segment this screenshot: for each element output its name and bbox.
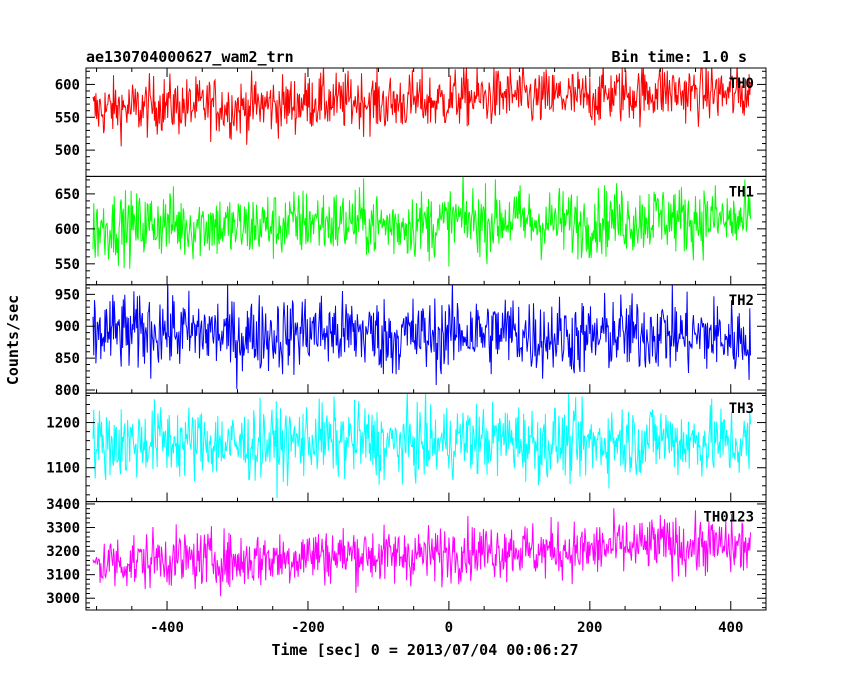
- y-tick-label: 900: [55, 319, 80, 335]
- x-tick-label: 0: [445, 620, 453, 636]
- chart-title: ae130704000627_wam2_trn: [86, 48, 294, 66]
- y-tick-label: 600: [55, 77, 80, 93]
- y-tick-label: 800: [55, 383, 80, 399]
- y-tick-label: 550: [55, 110, 80, 126]
- x-tick-label: 400: [718, 620, 743, 636]
- y-tick-label: 650: [55, 187, 80, 203]
- y-tick-label: 3200: [46, 544, 80, 560]
- y-tick-label: 1200: [46, 416, 80, 432]
- y-tick-label: 1100: [46, 461, 80, 477]
- y-tick-label: 600: [55, 222, 80, 238]
- y-tick-label: 3400: [46, 497, 80, 513]
- bin-time-label: Bin time: 1.0 s: [612, 48, 747, 66]
- panels-group: 500 550 600 TH0 550 600 650 TH1 800 850 900 950 TH2 1…: [46, 67, 767, 636]
- panel-th1: 550 600 650 TH1: [55, 175, 767, 286]
- panel-th0123: 3000 3100 3200 3300 3400 TH0123: [46, 497, 767, 611]
- series-line-th0: [92, 68, 751, 147]
- panel-th3: 1100 1200 TH3: [46, 392, 767, 503]
- y-tick-label: 3100: [46, 568, 80, 584]
- panel-label-th2: TH2: [729, 293, 754, 309]
- panel-label-th0123: TH0123: [703, 510, 754, 526]
- y-tick-label: 3000: [46, 591, 80, 607]
- series-line-th2: [92, 284, 751, 390]
- panel-label-th0: TH0: [729, 76, 754, 92]
- panel-label-th1: TH1: [729, 184, 754, 200]
- series-line-th0123: [92, 508, 751, 597]
- panel-th2: 800 850 900 950 TH2: [55, 284, 767, 399]
- series-line-th3: [92, 393, 751, 499]
- x-tick-label: -200: [291, 620, 325, 636]
- y-tick-label: 3300: [46, 521, 80, 537]
- x-tick-label: 200: [577, 620, 602, 636]
- y-tick-label: 850: [55, 351, 80, 367]
- y-tick-label: 550: [55, 257, 80, 273]
- y-axis-label: Counts/sec: [4, 295, 22, 385]
- panel-frame: [85, 175, 767, 286]
- x-tick-label: -400: [150, 620, 184, 636]
- y-tick-label: 500: [55, 143, 80, 159]
- panel-label-th3: TH3: [729, 401, 754, 417]
- panel-th0: 500 550 600 TH0: [55, 67, 767, 177]
- series-line-th1: [92, 176, 751, 269]
- y-tick-label: 950: [55, 287, 80, 303]
- x-axis-label: Time [sec] 0 = 2013/07/04 00:06:27: [271, 641, 578, 659]
